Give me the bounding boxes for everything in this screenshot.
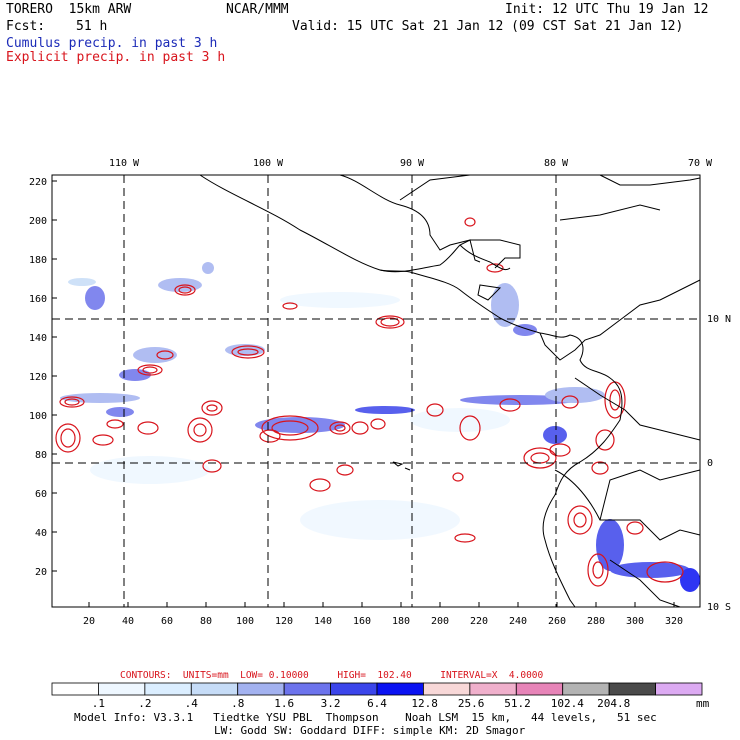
- colorbar-tick-label: 25.6: [457, 697, 485, 710]
- lon-label: 80 W: [544, 158, 569, 169]
- forecast-label: Fcst:: [6, 19, 46, 34]
- colorbar-tick-label: .2: [138, 697, 152, 710]
- colorbar-tick-label: 3.2: [320, 697, 341, 710]
- model-info: Model Info: V3.3.1 Tiedtke YSU PBL Thomp…: [74, 711, 657, 724]
- colorbar-tick-label: 1.6: [274, 697, 295, 710]
- colorbar-swatch: [98, 682, 146, 696]
- organization: NCAR/MMM: [226, 2, 289, 17]
- y-tick-label: 140: [29, 333, 47, 344]
- coastlines: [199, 174, 701, 608]
- x-tick-label: 260: [548, 616, 566, 627]
- colorbar-swatch: [655, 682, 703, 696]
- lat-label: 10 N: [707, 314, 731, 325]
- colorbar-swatch: [562, 682, 610, 696]
- x-tick-label: 300: [626, 616, 644, 627]
- colorbar-tick-label: 6.4: [367, 697, 387, 710]
- colorbar-swatch: [144, 682, 192, 696]
- x-tick-label: 220: [470, 616, 488, 627]
- colorbar-swatch: [376, 682, 424, 696]
- x-tick-label: 320: [665, 616, 683, 627]
- colorbar-tick-label: .4: [184, 697, 198, 710]
- colorbar: [51, 682, 703, 696]
- colorbar-swatch: [283, 682, 331, 696]
- y-tick-label: 120: [29, 372, 47, 383]
- colorbar-swatch: [423, 682, 471, 696]
- lon-label: 90 W: [400, 158, 425, 169]
- x-tick-label: 180: [392, 616, 410, 627]
- y-tick-label: 80: [35, 450, 47, 461]
- colorbar-tick-label: 51.2: [504, 697, 531, 710]
- x-tick-label: 160: [353, 616, 371, 627]
- y-tick-label: 160: [29, 294, 47, 305]
- colorbar-swatch: [330, 682, 378, 696]
- x-tick-label: 120: [275, 616, 293, 627]
- x-tick-label: 20: [83, 616, 95, 627]
- explicit-legend: Explicit precip. in past 3 h: [6, 50, 226, 65]
- x-tick-label: 280: [587, 616, 605, 627]
- x-tick-label: 240: [509, 616, 527, 627]
- physics-info: LW: Godd SW: Goddard DIFF: simple KM: 2D…: [214, 724, 526, 737]
- y-tick-label: 60: [35, 489, 47, 500]
- y-tick-label: 100: [29, 411, 47, 422]
- colorbar-tick-label: .1: [91, 697, 106, 710]
- lon-label: 110 W: [109, 158, 140, 169]
- valid-time: Valid: 15 UTC Sat 21 Jan 12 (09 CST Sat …: [292, 19, 684, 34]
- colorbar-tick-label: 204.8: [597, 697, 631, 710]
- y-tick-label: 40: [35, 528, 47, 539]
- y-tick-label: 200: [29, 216, 47, 227]
- colorbar-swatch: [469, 682, 517, 696]
- init-time: Init: 12 UTC Thu 19 Jan 12: [505, 2, 709, 17]
- cumulus-legend: Cumulus precip. in past 3 h: [6, 36, 218, 51]
- lon-label: 70 W: [688, 158, 713, 169]
- y-tick-label: 20: [35, 567, 47, 578]
- lat-label: 0: [707, 458, 713, 469]
- colorbar-swatch: [190, 682, 239, 696]
- contours-info: CONTOURS: UNITS=mm LOW= 0.10000 HIGH= 10…: [120, 670, 544, 681]
- axis-ticks: [52, 180, 675, 607]
- colorbar-tick-label: .8: [231, 697, 245, 710]
- y-tick-label: 180: [29, 255, 47, 266]
- lon-label: 100 W: [253, 158, 284, 169]
- lat-lon-grid: [52, 175, 700, 607]
- model-name: TORERO 15km ARW: [6, 2, 132, 17]
- colorbar-unit: mm: [696, 697, 710, 710]
- x-tick-label: 40: [122, 616, 134, 627]
- colorbar-swatch: [608, 682, 656, 696]
- colorbar-swatch: [515, 682, 564, 696]
- colorbar-swatch: [51, 682, 99, 696]
- colorbar-swatch: [237, 682, 285, 696]
- lat-label: 10 S: [707, 602, 731, 613]
- y-tick-label: 220: [29, 177, 47, 188]
- colorbar-tick-label: 102.4: [550, 697, 584, 710]
- x-tick-label: 60: [161, 616, 173, 627]
- forecast-hours: 51 h: [76, 19, 108, 34]
- x-tick-label: 80: [200, 616, 212, 627]
- x-tick-label: 100: [236, 616, 254, 627]
- x-tick-label: 140: [314, 616, 332, 627]
- colorbar-tick-label: 12.8: [411, 697, 438, 710]
- x-tick-label: 200: [431, 616, 449, 627]
